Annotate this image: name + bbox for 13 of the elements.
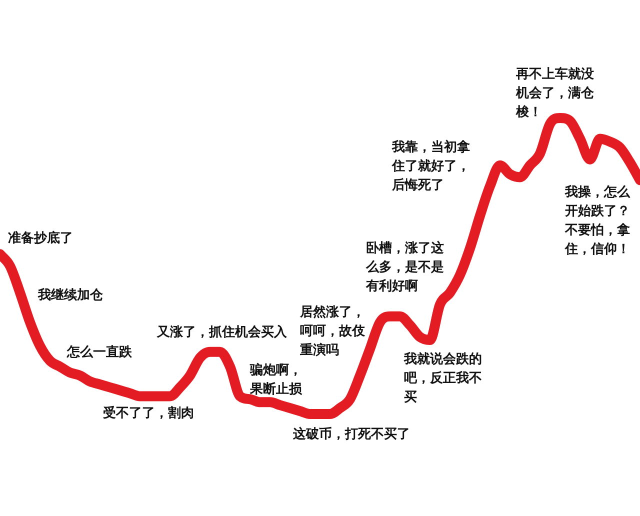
annotation: 卧槽，涨了这么多，是不是有利好啊 [365, 240, 444, 294]
text: 这破币，打死不买了 [292, 426, 410, 442]
annotation: 居然涨了，呵呵，故伎重演吗 [299, 304, 366, 358]
annotation: 又涨了，抓住机会买入 [156, 324, 288, 340]
annotation: 怎么一直跌 [66, 344, 133, 360]
annotation: 我靠，当初拿住了就好了，后悔死了 [391, 138, 470, 193]
annotation: 我就说会跌的吧，反正我不买 [403, 350, 482, 405]
annotation: 我继续加仓 [37, 286, 104, 303]
annotation: 骗炮啊，果断止损 [249, 362, 303, 397]
annotation: 我操，怎么开始跌了？不要怕，拿住，信仰！ [564, 184, 631, 257]
annotation: 准备抄底了 [8, 230, 73, 246]
annotation: 受不了了，割肉 [102, 404, 194, 421]
annotation: 再不上车就没机会了，满仓梭！ [515, 66, 595, 120]
